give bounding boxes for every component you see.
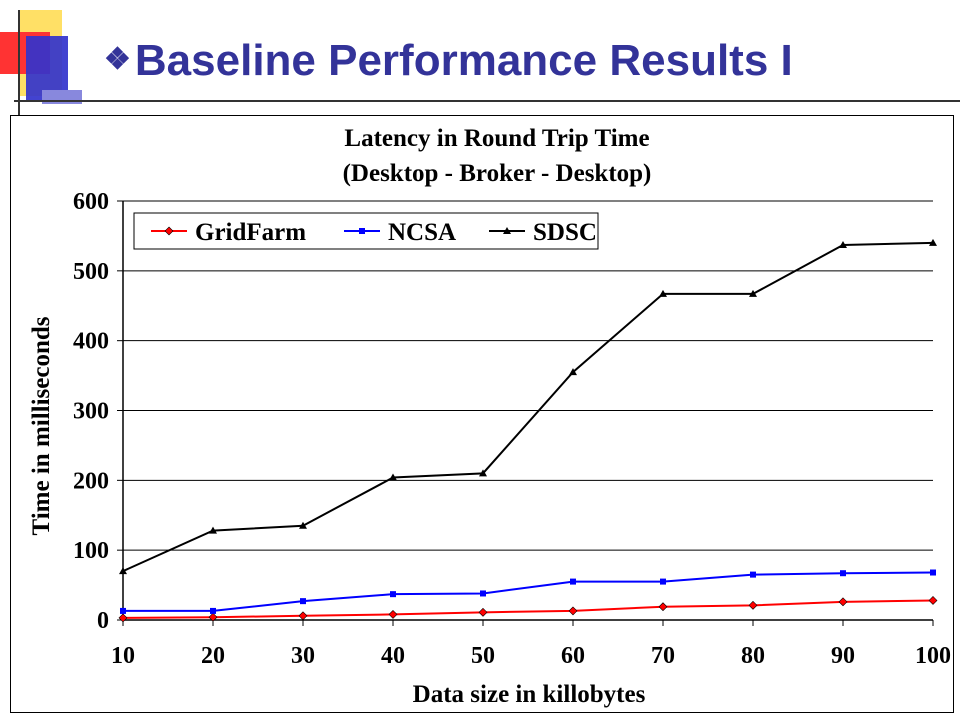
sdsc-series-line <box>122 241 934 573</box>
sdsc-data-point <box>659 289 667 297</box>
chart-title-line-1: Latency in Round Trip Time <box>344 125 649 152</box>
sdsc-legend-label: SDSC <box>533 219 597 246</box>
sdsc-data-point <box>749 289 757 297</box>
ncsa-data-point <box>750 571 756 578</box>
gridfarm-legend-label: GridFarm <box>195 219 306 246</box>
y-tick-label: 100 <box>73 538 109 564</box>
x-axis-label: Data size in killobytes <box>413 681 646 708</box>
gridfarm-series-line <box>122 599 934 619</box>
x-tick-label: 70 <box>651 643 675 669</box>
gridfarm-data-point <box>658 602 668 612</box>
deco-blue-square <box>26 36 68 100</box>
gridfarm-data-point <box>298 611 308 621</box>
y-axis-label: Time in milliseconds <box>28 316 55 535</box>
plot-area: 0 100 200 300 400 500 600 10 20 30 40 50 60 70 80 90 100… <box>73 189 951 669</box>
slide-title: ❖Baseline Performance Results I <box>104 30 793 91</box>
x-tick-label: 10 <box>111 643 135 669</box>
deco-vertical-line <box>18 10 20 115</box>
sdsc-data-point <box>479 469 487 477</box>
chart-frame: Latency in Round Trip Time (Desktop - Br… <box>10 115 954 713</box>
ncsa-data-point <box>840 570 846 577</box>
ncsa-data-point <box>390 591 396 598</box>
y-tick-label: 200 <box>73 468 109 494</box>
gridfarm-data-point <box>748 600 758 610</box>
gridfarm-data-point <box>838 597 848 607</box>
gridfarm-data-point <box>208 612 218 622</box>
x-tick-label: 60 <box>561 643 585 669</box>
ncsa-data-point <box>120 607 126 614</box>
sdsc-data-point <box>839 240 847 248</box>
x-tick-label: 20 <box>201 643 225 669</box>
title-underline <box>14 100 960 102</box>
y-tick-label: 0 <box>97 608 109 634</box>
sdsc-data-point <box>929 238 937 246</box>
x-tick-label: 40 <box>381 643 405 669</box>
ncsa-data-point <box>210 607 216 614</box>
gridfarm-data-point <box>388 609 398 619</box>
chart-title-line-2: (Desktop - Broker - Desktop) <box>343 160 652 187</box>
gridfarm-data-point <box>568 606 578 616</box>
ncsa-data-point <box>570 578 576 585</box>
y-tick-label: 600 <box>73 189 109 215</box>
x-tick-label: 80 <box>741 643 765 669</box>
ncsa-data-point <box>660 578 666 585</box>
ncsa-data-point <box>300 598 306 605</box>
sdsc-data-point <box>299 521 307 529</box>
y-tick-label: 400 <box>73 329 109 355</box>
diamond-bullet-icon: ❖ <box>104 43 131 76</box>
x-tick-label: 90 <box>831 643 855 669</box>
sdsc-data-point <box>209 526 217 534</box>
slide-title-text: Baseline Performance Results I <box>134 36 793 85</box>
y-tick-label: 500 <box>73 259 109 285</box>
x-tick-label: 30 <box>291 643 315 669</box>
ncsa-series-line <box>123 571 934 612</box>
sdsc-data-point <box>389 473 397 481</box>
ncsa-data-point <box>480 590 486 597</box>
gridfarm-data-point <box>928 596 938 605</box>
sdsc-legend-marker <box>503 227 511 234</box>
x-tick-label: 100 <box>915 643 951 669</box>
sdsc-data-point <box>119 567 127 575</box>
sdsc-data-point <box>569 368 577 376</box>
latency-line-chart: Latency in Round Trip Time (Desktop - Br… <box>28 125 951 708</box>
ncsa-data-point <box>930 569 936 576</box>
ncsa-legend-label: NCSA <box>388 219 456 246</box>
ncsa-legend-marker <box>359 228 365 234</box>
y-tick-label: 300 <box>73 399 109 425</box>
x-tick-label: 50 <box>471 643 495 669</box>
gridfarm-data-point <box>118 613 128 623</box>
gridfarm-legend-marker <box>164 226 174 236</box>
gridfarm-data-point <box>478 607 488 617</box>
